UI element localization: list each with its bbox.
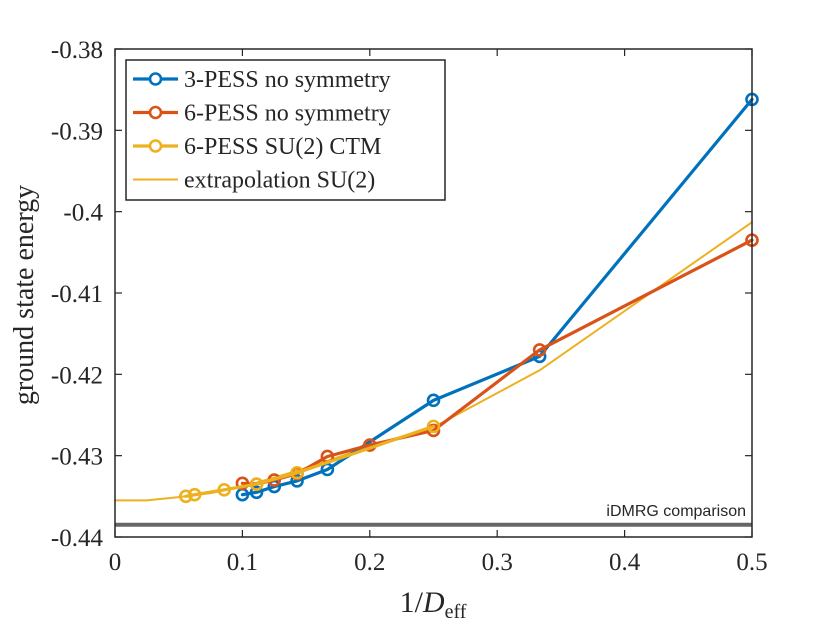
- x-axis-label-main: 1/: [400, 586, 424, 619]
- data-point: [290, 465, 304, 480]
- x-tick-label: 0.1: [227, 549, 258, 576]
- legend-entry: 3-PESS no symmetry: [133, 67, 391, 93]
- data-point: [249, 477, 264, 491]
- x-tick-label: 0.4: [609, 549, 641, 576]
- legend-entry: 6-PESS SU(2) CTM: [133, 134, 381, 160]
- x-tick-label: 0: [109, 549, 122, 576]
- legend-label: extrapolation SU(2): [184, 168, 375, 194]
- y-tick-label: -0.4: [63, 200, 103, 227]
- x-tick-label: 0.5: [736, 549, 767, 576]
- y-tick-label: -0.44: [51, 525, 104, 552]
- y-tick-label: -0.42: [51, 362, 103, 389]
- data-point: [426, 393, 441, 408]
- x-axis-label-variable: D: [422, 586, 445, 619]
- legend-marker: [148, 72, 163, 86]
- legend-entry: 6-PESS no symmetry: [133, 101, 391, 127]
- x-tick-label: 0.2: [354, 549, 385, 576]
- y-tick-label: -0.38: [51, 37, 103, 64]
- series-2: [179, 419, 441, 504]
- legend-label: 3-PESS no symmetry: [184, 67, 391, 93]
- data-point: [532, 343, 547, 357]
- legend-entry: extrapolation SU(2): [133, 168, 375, 194]
- y-tick-label: -0.39: [51, 118, 103, 145]
- legend: 3-PESS no symmetry 6-PESS no symmetry 6-PE…: [125, 59, 446, 201]
- data-point: [426, 419, 441, 434]
- reference-line-label: iDMRG comparison: [606, 503, 746, 520]
- data-point: [187, 487, 202, 502]
- x-tick-label: 0.3: [482, 549, 513, 576]
- legend-label: 6-PESS SU(2) CTM: [184, 134, 381, 160]
- data-point: [235, 476, 250, 491]
- x-axis-label: 1/Deff: [400, 586, 467, 623]
- series-line-extrapolation: [114, 221, 753, 502]
- y-tick-label: -0.43: [51, 444, 103, 471]
- series-3: [114, 221, 753, 502]
- x-axis-label-subscript: eff: [445, 601, 467, 623]
- data-point: [179, 489, 193, 504]
- legend-marker: [148, 105, 163, 120]
- y-axis-label: ground state energy: [9, 185, 40, 405]
- y-tick-label: -0.41: [51, 281, 103, 308]
- legend-label: 6-PESS no symmetry: [184, 101, 391, 127]
- data-point: [249, 485, 264, 500]
- ticks-group: 0 0.1 0.2 0.3 0.4 0.5 -0.38 -0.39 -0.4 -0.41 -0.42…: [51, 37, 768, 576]
- legend-marker: [148, 139, 163, 153]
- data-point: [290, 474, 304, 488]
- series-line: [184, 424, 436, 498]
- data-point: [217, 483, 231, 497]
- legend-box: [125, 59, 446, 201]
